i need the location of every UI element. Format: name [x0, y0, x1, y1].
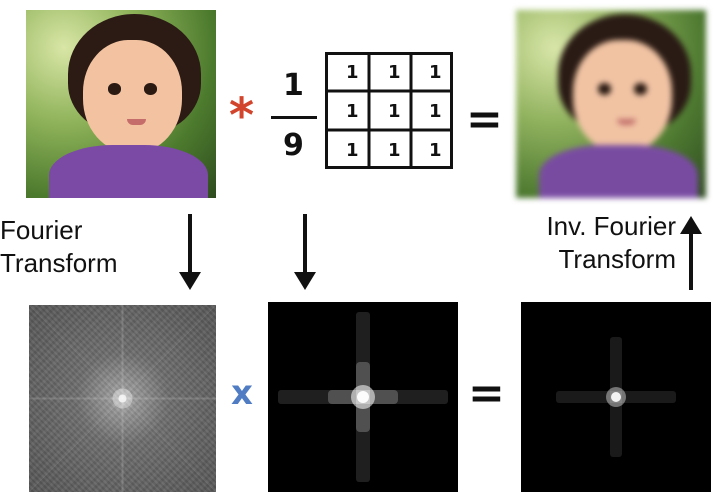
fourier-transform-label-line2: Transform — [0, 247, 118, 278]
fourier-magnitude-kernel — [268, 302, 458, 492]
fourier-transform-label: Fourier Transform — [0, 214, 118, 279]
inverse-fourier-transform-label-line2: Transform — [558, 243, 677, 274]
equals-sign-bottom: = — [468, 368, 505, 419]
kernel-cell: 1 — [429, 140, 442, 161]
kernel-cell: 1 — [346, 140, 359, 161]
equals-sign-top: = — [466, 94, 503, 145]
kernel-cell: 1 — [429, 62, 442, 83]
kernel-cell: 1 — [388, 62, 401, 83]
original-photo — [26, 10, 216, 198]
kernel-cell: 1 — [429, 101, 442, 122]
kernel-cell: 1 — [388, 101, 401, 122]
fraction-denominator: 9 — [283, 128, 304, 163]
kernel-cell: 1 — [346, 101, 359, 122]
multiply-symbol: x — [231, 373, 253, 413]
kernel-cell: 1 — [388, 140, 401, 161]
fraction-bar — [271, 116, 317, 119]
kernel-grid: 1 1 1 1 1 1 1 1 1 — [325, 52, 453, 169]
fourier-magnitude-output — [521, 302, 711, 492]
convolve-symbol: * — [229, 88, 255, 144]
arrow-down-left — [179, 214, 201, 290]
fourier-magnitude-original — [29, 305, 216, 492]
inverse-fourier-transform-label-line1: Inv. Fourier — [546, 211, 676, 241]
arrow-up-right — [680, 216, 702, 290]
blurred-photo — [516, 10, 706, 198]
kernel-cell: 1 — [346, 62, 359, 83]
fraction-numerator: 1 — [283, 68, 304, 103]
fourier-transform-label-line1: Fourier — [0, 215, 83, 245]
arrow-down-middle — [294, 214, 316, 290]
inverse-fourier-transform-label: Inv. Fourier Transform — [514, 210, 676, 275]
